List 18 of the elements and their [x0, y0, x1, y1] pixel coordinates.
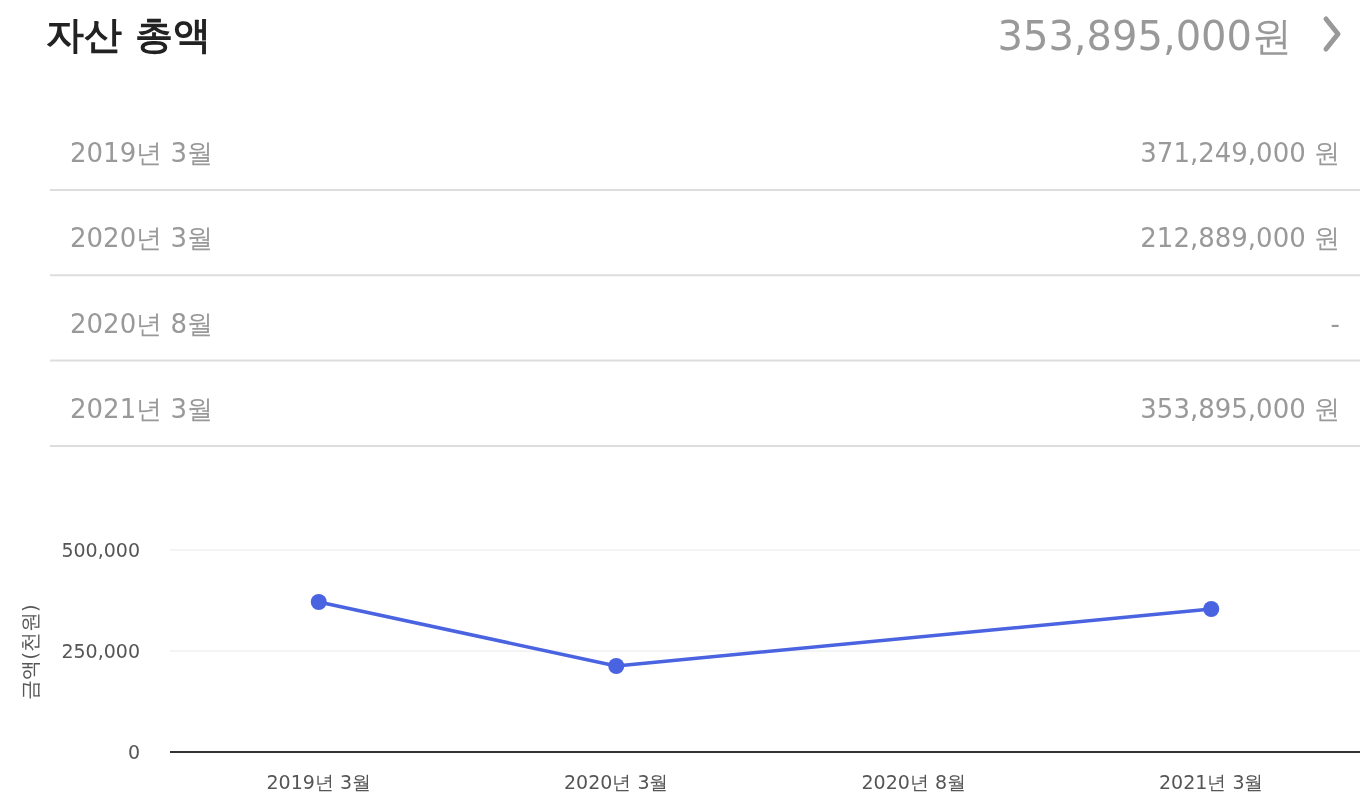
- text: 212,889,000 원: [1140, 223, 1340, 254]
- category-label: 2019년 3월: [70, 138, 213, 168]
- category-label: 2021년 3월: [70, 393, 213, 424]
- chart-title: 자산 총액: [46, 13, 212, 57]
- y-tick-label: 500,000: [61, 539, 140, 561]
- text: -: [1330, 308, 1340, 339]
- category-label: 2020년 8월: [70, 308, 213, 339]
- y-tick-label: 0: [127, 741, 140, 763]
- y-tick-label: 250,000: [61, 640, 140, 662]
- text: 371,249,000 원: [1140, 138, 1340, 168]
- category-label: 2020년 3월: [70, 223, 213, 254]
- x-tick-label: 2021년 3월: [1159, 771, 1264, 793]
- x-tick-label: 2019년 3월: [266, 771, 371, 793]
- x-tick-label: 2020년 8월: [861, 771, 966, 793]
- y-axis-title: 금액(천원): [18, 604, 42, 700]
- x-tick-label: 2020년 3월: [564, 771, 669, 793]
- text: 353,895,000원: [997, 13, 1292, 59]
- text: 353,895,000 원: [1140, 393, 1340, 424]
